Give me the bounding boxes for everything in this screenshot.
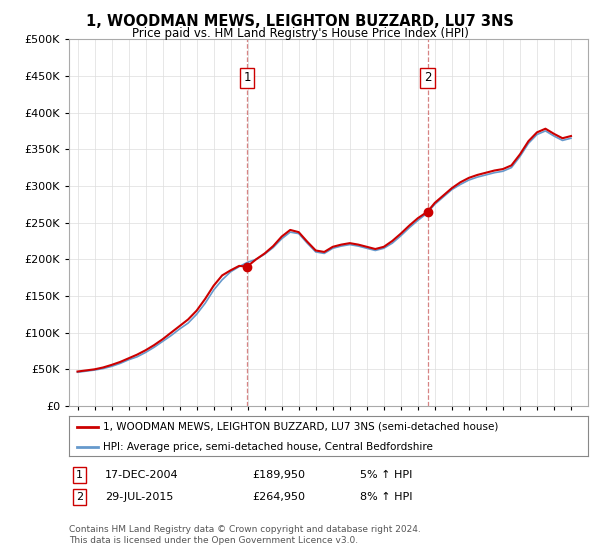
Text: HPI: Average price, semi-detached house, Central Bedfordshire: HPI: Average price, semi-detached house,… (103, 442, 433, 452)
Text: 17-DEC-2004: 17-DEC-2004 (105, 470, 179, 480)
Text: Price paid vs. HM Land Registry's House Price Index (HPI): Price paid vs. HM Land Registry's House … (131, 27, 469, 40)
Text: 1: 1 (243, 71, 251, 84)
Text: £189,950: £189,950 (252, 470, 305, 480)
Text: 1: 1 (76, 470, 83, 480)
Text: 8% ↑ HPI: 8% ↑ HPI (360, 492, 413, 502)
Text: 2: 2 (76, 492, 83, 502)
Text: 2: 2 (424, 71, 431, 84)
Text: 1, WOODMAN MEWS, LEIGHTON BUZZARD, LU7 3NS: 1, WOODMAN MEWS, LEIGHTON BUZZARD, LU7 3… (86, 14, 514, 29)
Text: £264,950: £264,950 (252, 492, 305, 502)
Text: 29-JUL-2015: 29-JUL-2015 (105, 492, 173, 502)
Text: 5% ↑ HPI: 5% ↑ HPI (360, 470, 412, 480)
Text: 1, WOODMAN MEWS, LEIGHTON BUZZARD, LU7 3NS (semi-detached house): 1, WOODMAN MEWS, LEIGHTON BUZZARD, LU7 3… (103, 422, 498, 432)
Text: Contains HM Land Registry data © Crown copyright and database right 2024.
This d: Contains HM Land Registry data © Crown c… (69, 525, 421, 545)
